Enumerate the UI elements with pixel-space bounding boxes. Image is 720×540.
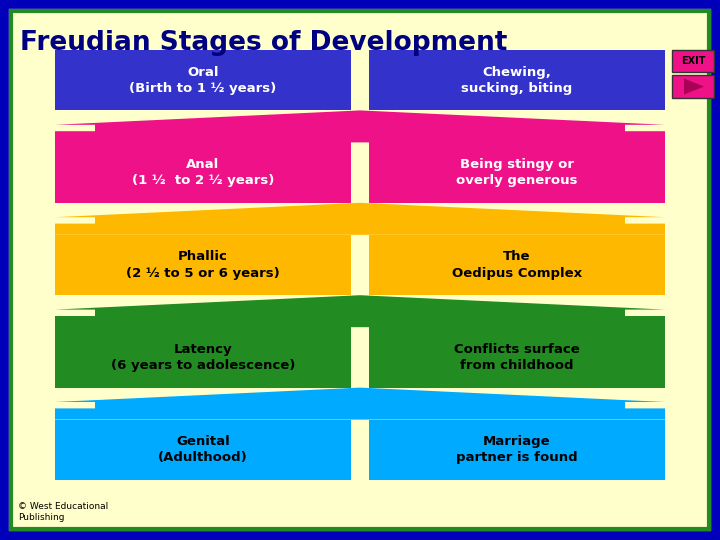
Bar — [55, 50, 351, 110]
Text: © West Educational
Publishing: © West Educational Publishing — [18, 502, 108, 522]
Text: Phallic
(2 ½ to 5 or 6 years): Phallic (2 ½ to 5 or 6 years) — [126, 251, 280, 280]
Bar — [369, 235, 665, 295]
Text: Chewing,
sucking, biting: Chewing, sucking, biting — [462, 66, 572, 94]
Bar — [672, 75, 714, 98]
Text: Marriage
partner is found: Marriage partner is found — [456, 435, 578, 464]
Text: Freudian Stages of Development: Freudian Stages of Development — [20, 30, 508, 56]
Bar — [55, 420, 351, 480]
Bar — [55, 143, 351, 203]
Bar — [672, 50, 714, 72]
Bar — [369, 143, 665, 203]
Bar — [55, 327, 351, 388]
Polygon shape — [55, 203, 665, 235]
Text: The
Oedipus Complex: The Oedipus Complex — [452, 251, 582, 280]
Polygon shape — [55, 295, 665, 327]
Polygon shape — [55, 388, 665, 420]
Text: EXIT: EXIT — [681, 56, 705, 66]
Text: Oral
(Birth to 1 ½ years): Oral (Birth to 1 ½ years) — [130, 66, 276, 94]
Bar — [55, 235, 351, 295]
Polygon shape — [55, 110, 665, 143]
Bar — [369, 327, 665, 388]
Text: Being stingy or
overly generous: Being stingy or overly generous — [456, 158, 577, 187]
Text: Genital
(Adulthood): Genital (Adulthood) — [158, 435, 248, 464]
Polygon shape — [684, 78, 704, 94]
Text: Conflicts surface
from childhood: Conflicts surface from childhood — [454, 343, 580, 372]
Bar — [369, 50, 665, 110]
Bar — [369, 420, 665, 480]
Text: Anal
(1 ½  to 2 ½ years): Anal (1 ½ to 2 ½ years) — [132, 158, 274, 187]
Text: Latency
(6 years to adolescence): Latency (6 years to adolescence) — [111, 343, 295, 372]
